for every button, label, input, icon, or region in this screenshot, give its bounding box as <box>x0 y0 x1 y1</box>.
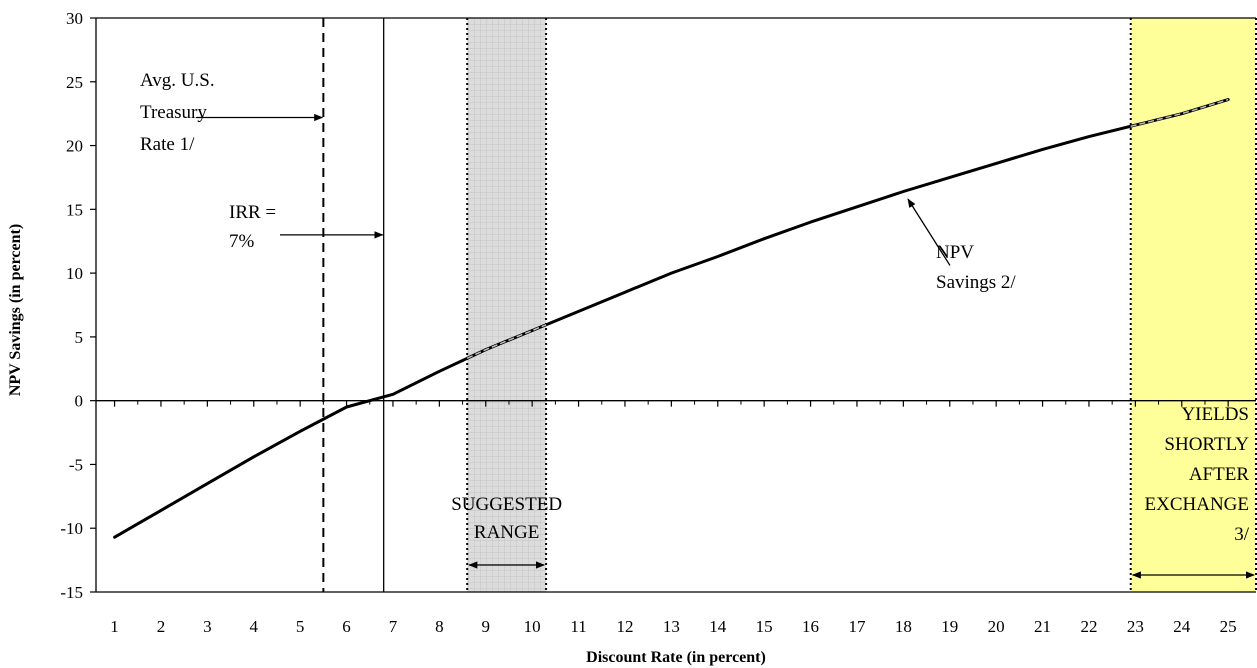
x-tick-label: 2 <box>157 617 166 636</box>
npv-savings-line <box>113 98 1230 539</box>
x-tick-label: 20 <box>988 617 1005 636</box>
suggested-range-annotation-line: RANGE <box>474 522 539 543</box>
x-tick-label: 18 <box>895 617 912 636</box>
x-tick-label: 10 <box>524 617 541 636</box>
x-tick-label: 19 <box>941 617 958 636</box>
x-tick-label: 6 <box>342 617 351 636</box>
x-tick-label: 1 <box>110 617 119 636</box>
y-tick-label: 30 <box>66 9 83 28</box>
x-tick-label: 21 <box>1034 617 1051 636</box>
series-highlight-2 <box>1130 98 1229 128</box>
yields-annotation-line: 3/ <box>1234 524 1250 545</box>
x-tick-label: 14 <box>709 617 727 636</box>
npv-arrow <box>907 198 951 266</box>
suggested-range-annotation: SUGGESTED RANGE <box>451 494 562 543</box>
shaded-regions <box>466 18 1257 592</box>
yields-annotation-line: YIELDS <box>1181 404 1249 425</box>
reference-lines <box>322 18 385 592</box>
y-tick-label: -5 <box>69 455 83 474</box>
yields-annotation: YIELDS SHORTLY AFTER EXCHANGE 3/ <box>1145 404 1250 545</box>
x-axis-title: Discount Rate (in percent) <box>586 649 766 666</box>
x-tick-label: 17 <box>848 617 866 636</box>
x-tick-label: 4 <box>250 617 259 636</box>
irr-annotation-line: IRR = <box>229 202 276 223</box>
series-highlight-1 <box>466 324 547 359</box>
x-tick-label: 7 <box>389 617 398 636</box>
irr-annotation-line: 7% <box>229 231 255 252</box>
irr-annotation: IRR = 7% <box>229 202 276 252</box>
x-tick-label: 24 <box>1173 617 1191 636</box>
suggested-range-annotation-line: SUGGESTED <box>451 494 562 515</box>
y-tick-label: 10 <box>66 264 83 283</box>
npv-annotation-line: Savings 2/ <box>936 272 1016 293</box>
x-tick-label: 3 <box>203 617 212 636</box>
shaded-region-1 <box>467 18 547 592</box>
x-tick-label: 13 <box>663 617 680 636</box>
x-tick-label: 9 <box>482 617 491 636</box>
x-tick-label: 23 <box>1127 617 1144 636</box>
series-layer <box>113 98 1230 539</box>
y-tick-label: 0 <box>75 392 84 411</box>
x-tick-label: 8 <box>435 617 444 636</box>
treasury-annotation-line: Treasury <box>140 102 207 123</box>
treasury-annotation-line: Avg. U.S. <box>140 70 215 91</box>
annotations: Avg. U.S. Treasury Rate 1/IRR = 7% NPVSaving… <box>140 70 1255 579</box>
x-tick-label: 16 <box>802 617 819 636</box>
y-tick-label: -10 <box>60 519 83 538</box>
treasury-annotation-line: Rate 1/ <box>140 134 195 155</box>
yields-annotation-line: EXCHANGE <box>1145 494 1250 515</box>
y-tick-label: 15 <box>66 200 83 219</box>
y-tick-label: 25 <box>66 73 83 92</box>
x-tick-label: 22 <box>1080 617 1097 636</box>
y-tick-label: 5 <box>75 328 84 347</box>
x-tick-label: 5 <box>296 617 305 636</box>
yields-annotation-line: SHORTLY <box>1164 434 1249 455</box>
x-tick-label: 11 <box>570 617 586 636</box>
x-tick-label: 12 <box>616 617 633 636</box>
y-tick-label: -15 <box>60 583 83 602</box>
y-tick-label: 20 <box>66 137 83 156</box>
x-tick-label: 15 <box>756 617 773 636</box>
y-axis-title: NPV Savings (in percent) <box>7 224 24 396</box>
treasury-annotation: Avg. U.S. Treasury Rate 1/ <box>140 70 215 155</box>
shaded-region-2 <box>1130 18 1256 592</box>
yields-annotation-line: AFTER <box>1189 464 1250 485</box>
x-tick-label: 25 <box>1220 617 1237 636</box>
